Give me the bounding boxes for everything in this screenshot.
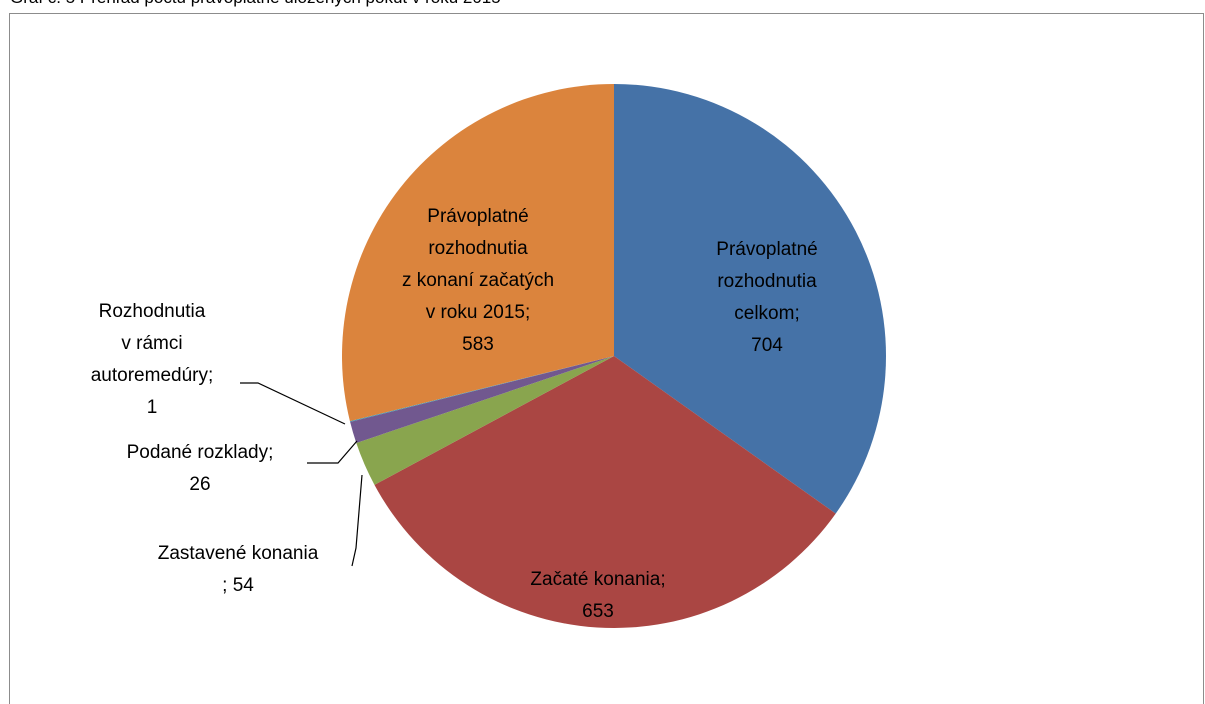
data-label: Začaté konania; 653 (530, 569, 666, 622)
pie-slice (356, 356, 614, 485)
data-label: Právoplatné rozhodnutia z konaní začatýc… (401, 206, 555, 355)
leader-line (240, 382, 346, 425)
data-label: Právoplatné rozhodnutia celkom; 704 (716, 239, 818, 356)
pie-slice (614, 84, 886, 514)
chart-title: Graf č. 5 Prehľad počtu právoplatne ulož… (10, 0, 501, 8)
pie (341, 84, 886, 628)
leader-line (351, 474, 363, 567)
data-label: Zastavené konania ; 54 (157, 543, 319, 596)
pie-slice (350, 356, 614, 444)
leader-line (307, 440, 358, 464)
pie-slice (349, 356, 614, 422)
data-label: Podané rozklady; 26 (126, 442, 274, 495)
pie-slice (374, 356, 836, 628)
data-label: Rozhodnutia v rámci autoremedúry; 1 (90, 301, 214, 418)
chart-frame (9, 13, 1204, 704)
pie-slice (341, 84, 614, 422)
